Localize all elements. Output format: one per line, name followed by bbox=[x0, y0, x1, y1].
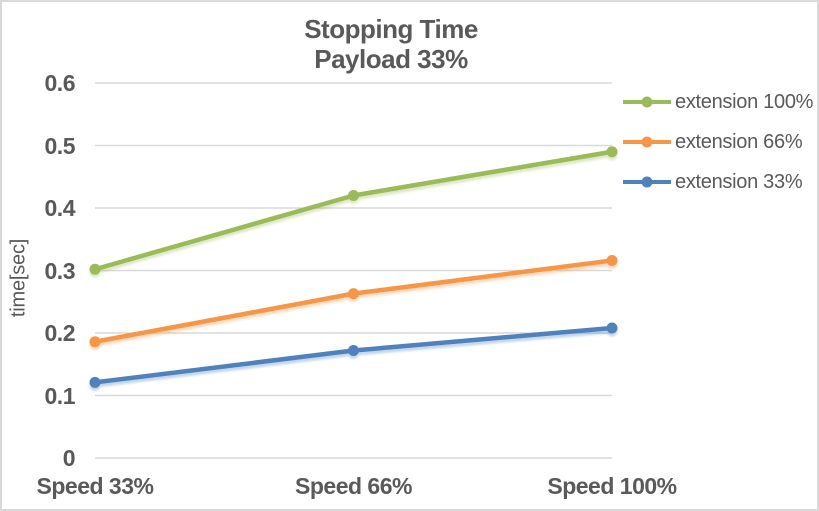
y-tick-label: 0.2 bbox=[44, 320, 76, 346]
legend-label: extension 66% bbox=[675, 130, 803, 153]
y-tick-label: 0.6 bbox=[44, 70, 76, 96]
x-category-label: Speed 66% bbox=[295, 473, 412, 499]
y-tick-label: 0.3 bbox=[44, 257, 76, 284]
chart-title-line1: Stopping Time bbox=[304, 14, 478, 44]
series-line bbox=[92, 149, 615, 272]
legend-item-extension-100: extension 100% bbox=[622, 88, 813, 116]
legend-item-extension-66: extension 66% bbox=[622, 128, 803, 156]
legend-marker-line-icon bbox=[623, 136, 671, 148]
data-point bbox=[606, 255, 618, 266]
data-point bbox=[348, 345, 359, 356]
y-tick-label: 0.1 bbox=[44, 382, 76, 409]
x-category-label: Speed 100% bbox=[547, 473, 677, 499]
series-extension-100- bbox=[89, 146, 618, 275]
data-point bbox=[606, 322, 618, 334]
chart-title-line2: Payload 33% bbox=[314, 44, 468, 74]
chart-title: Stopping Time Payload 33% bbox=[0, 14, 782, 74]
legend-marker-line-icon bbox=[623, 96, 671, 108]
data-point bbox=[89, 336, 101, 348]
series-extension-66- bbox=[89, 255, 618, 348]
y-tick-label: 0.5 bbox=[44, 132, 76, 159]
data-point bbox=[89, 376, 101, 388]
series-extension-33- bbox=[89, 322, 618, 388]
series-line bbox=[92, 258, 615, 344]
data-point bbox=[348, 288, 359, 300]
data-point bbox=[606, 146, 618, 158]
legend-label: extension 100% bbox=[675, 90, 814, 113]
data-point bbox=[89, 263, 101, 275]
legend-marker-line-icon bbox=[623, 176, 671, 188]
y-tick-label: 0.4 bbox=[44, 195, 76, 221]
legend-label: extension 33% bbox=[675, 170, 803, 193]
legend-item-extension-33: extension 33% bbox=[622, 168, 803, 196]
y-tick-label: 0 bbox=[62, 445, 76, 471]
data-point bbox=[348, 190, 359, 201]
x-category-label: Speed 33% bbox=[36, 473, 154, 499]
